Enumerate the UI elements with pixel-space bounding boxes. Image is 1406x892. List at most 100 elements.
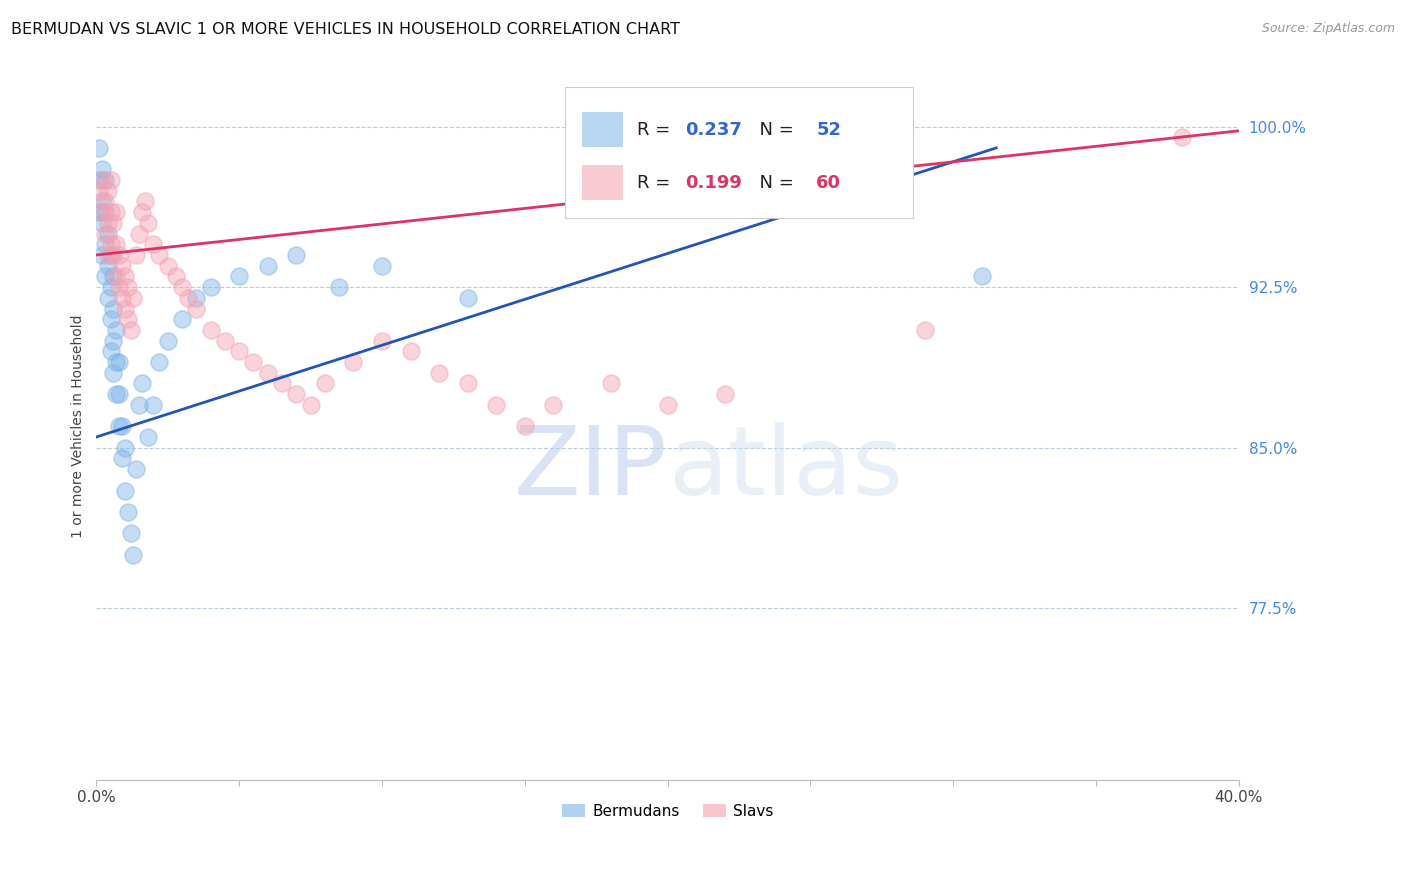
Point <box>371 259 394 273</box>
Point <box>134 194 156 209</box>
Point <box>299 398 322 412</box>
Point <box>314 376 336 391</box>
Point <box>100 248 122 262</box>
Text: R =: R = <box>637 174 676 192</box>
Point <box>914 323 936 337</box>
Point <box>120 323 142 337</box>
Point <box>97 291 120 305</box>
Point <box>142 398 165 412</box>
Point <box>122 548 145 562</box>
Point <box>200 280 222 294</box>
Point <box>89 173 111 187</box>
Point <box>105 269 128 284</box>
Point <box>94 173 117 187</box>
Point <box>114 301 136 316</box>
Point <box>131 376 153 391</box>
Point <box>91 216 114 230</box>
Point <box>114 269 136 284</box>
Point <box>100 312 122 326</box>
Point <box>91 162 114 177</box>
Point <box>114 483 136 498</box>
FancyBboxPatch shape <box>565 87 914 218</box>
Point <box>165 269 187 284</box>
Text: ZIP: ZIP <box>513 422 668 516</box>
Point <box>103 366 125 380</box>
Point <box>94 227 117 241</box>
Point <box>513 419 536 434</box>
Point <box>148 248 170 262</box>
FancyBboxPatch shape <box>582 165 623 200</box>
Point <box>285 387 308 401</box>
Point <box>97 227 120 241</box>
Point <box>186 301 208 316</box>
Point <box>214 334 236 348</box>
Point <box>111 451 134 466</box>
Point <box>111 259 134 273</box>
Point <box>94 269 117 284</box>
Text: N =: N = <box>748 174 799 192</box>
Point <box>97 259 120 273</box>
Point <box>543 398 565 412</box>
Point <box>328 280 350 294</box>
Point <box>285 248 308 262</box>
Text: 60: 60 <box>815 174 841 192</box>
Point <box>125 248 148 262</box>
Point <box>128 227 150 241</box>
Point <box>103 248 125 262</box>
Legend: Bermudans, Slavs: Bermudans, Slavs <box>555 797 780 825</box>
Point <box>89 184 111 198</box>
Text: 52: 52 <box>815 120 841 138</box>
Point <box>256 259 278 273</box>
Point <box>117 312 139 326</box>
Point <box>228 344 250 359</box>
Point <box>91 205 114 219</box>
Text: 0.199: 0.199 <box>685 174 741 192</box>
Point <box>91 194 114 209</box>
Point <box>599 376 621 391</box>
Point <box>125 462 148 476</box>
Point <box>657 398 679 412</box>
Text: R =: R = <box>637 120 676 138</box>
Point <box>103 334 125 348</box>
Point <box>457 291 479 305</box>
FancyBboxPatch shape <box>582 112 623 147</box>
Point <box>100 344 122 359</box>
Point <box>103 301 125 316</box>
Point <box>228 269 250 284</box>
Point <box>91 248 114 262</box>
Point <box>103 269 125 284</box>
Point <box>105 387 128 401</box>
Point <box>136 216 159 230</box>
Point <box>108 248 131 262</box>
Point <box>131 205 153 219</box>
Point <box>120 526 142 541</box>
Point <box>485 398 508 412</box>
Point <box>94 237 117 252</box>
Point <box>156 334 179 348</box>
Point <box>100 237 122 252</box>
Point <box>89 205 111 219</box>
Point <box>94 194 117 209</box>
Point <box>114 441 136 455</box>
Text: N =: N = <box>748 120 799 138</box>
Point <box>103 216 125 230</box>
Point <box>256 366 278 380</box>
Point <box>122 291 145 305</box>
Point <box>170 280 193 294</box>
Point <box>100 280 122 294</box>
Text: BERMUDAN VS SLAVIC 1 OR MORE VEHICLES IN HOUSEHOLD CORRELATION CHART: BERMUDAN VS SLAVIC 1 OR MORE VEHICLES IN… <box>11 22 681 37</box>
Point <box>156 259 179 273</box>
Text: Source: ZipAtlas.com: Source: ZipAtlas.com <box>1261 22 1395 36</box>
Point <box>97 216 120 230</box>
Point <box>342 355 364 369</box>
Point <box>142 237 165 252</box>
Point <box>97 248 120 262</box>
Point <box>427 366 450 380</box>
Point <box>89 141 111 155</box>
Point <box>108 355 131 369</box>
Point <box>105 205 128 219</box>
Point <box>399 344 422 359</box>
Point <box>1171 130 1194 145</box>
Point <box>117 505 139 519</box>
Point <box>271 376 294 391</box>
